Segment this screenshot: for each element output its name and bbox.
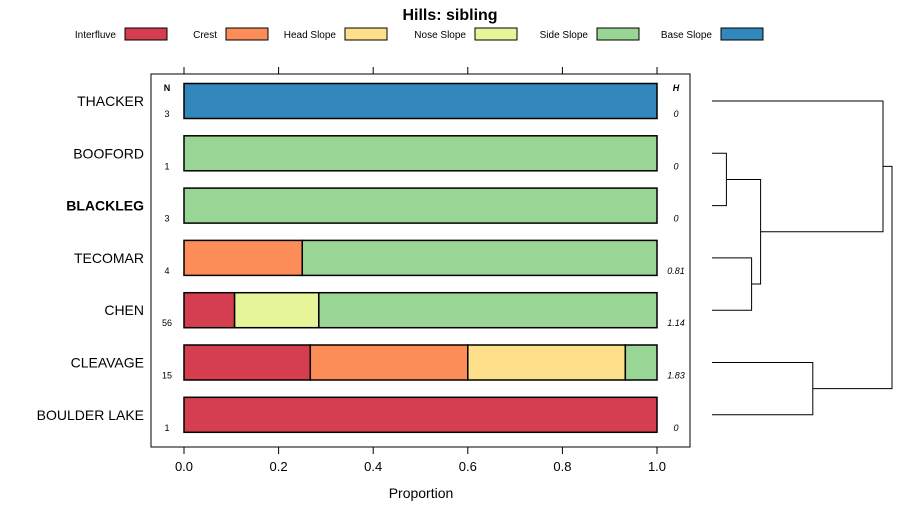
bar-segment xyxy=(183,187,658,224)
legend-label: Head Slope xyxy=(284,30,337,41)
legend-swatch xyxy=(124,27,168,41)
n-value: 1 xyxy=(164,161,169,171)
legend-swatch xyxy=(344,27,388,41)
x-tick-label: 1.0 xyxy=(648,459,666,474)
dendrogram-branch xyxy=(726,178,762,285)
n-value: 15 xyxy=(162,371,172,381)
bar-segment xyxy=(467,344,627,381)
dendrogram-branch xyxy=(712,152,727,207)
dendrogram-branch xyxy=(812,165,893,390)
plot-frame xyxy=(150,73,691,448)
h-value: 0.81 xyxy=(667,266,685,276)
bar-segment xyxy=(309,344,469,381)
n-column-header: N xyxy=(164,83,171,93)
bar-segment xyxy=(624,344,658,381)
x-axis: 0.0 0.2 0.4 0.6 0.8 1.0 xyxy=(175,67,666,474)
chart-title: Hills: sibling xyxy=(402,7,497,24)
x-tick-label: 0.4 xyxy=(364,459,382,474)
legend-swatch xyxy=(596,27,640,41)
h-value: 0 xyxy=(673,214,678,224)
bars-group: 3 0 1 0 3 0 4 0.81 56 1.14 15 1.83 1 0 xyxy=(162,82,685,434)
row-label: BLACKLEG xyxy=(66,198,144,214)
n-value: 3 xyxy=(164,214,169,224)
dendrogram xyxy=(712,100,893,416)
dendrogram-branch xyxy=(712,100,884,233)
h-value: 1.14 xyxy=(667,318,685,328)
legend: Interfluve Crest Head Slope Nose Slope Side … xyxy=(75,27,764,41)
legend-label: Nose Slope xyxy=(414,30,466,41)
n-value: 4 xyxy=(164,266,169,276)
legend-label: Base Slope xyxy=(661,30,713,41)
bar-segment xyxy=(183,344,312,381)
h-column-header: H xyxy=(673,83,680,93)
bar-segment xyxy=(301,239,658,277)
n-value: 56 xyxy=(162,318,172,328)
dendrogram-branch xyxy=(712,257,753,311)
bar-segment xyxy=(233,291,320,329)
row-label: THACKER xyxy=(77,93,144,109)
bar-segment xyxy=(183,239,303,277)
bar-segment xyxy=(183,135,658,172)
row-label: CLEAVAGE xyxy=(71,355,144,371)
legend-swatch xyxy=(225,27,269,41)
row-label: BOULDER LAKE xyxy=(37,407,144,423)
row-labels: THACKER BOOFORD BLACKLEG TECOMAR CHEN CLEAVAG… xyxy=(37,93,144,423)
row-label: CHEN xyxy=(104,302,144,318)
legend-label: Interfluve xyxy=(75,30,117,41)
h-value: 0 xyxy=(673,109,678,119)
bar-segment xyxy=(183,291,236,329)
x-tick-label: 0.0 xyxy=(175,459,193,474)
bar-segment xyxy=(183,82,658,120)
bar-segment xyxy=(318,291,658,329)
n-value: 3 xyxy=(164,109,169,119)
h-value: 0 xyxy=(673,423,678,433)
bar-segment xyxy=(183,396,658,434)
legend-label: Crest xyxy=(193,30,217,41)
x-tick-label: 0.2 xyxy=(270,459,288,474)
legend-label: Side Slope xyxy=(540,30,589,41)
legend-swatch xyxy=(720,27,764,41)
n-value: 1 xyxy=(164,423,169,433)
h-value: 1.83 xyxy=(667,371,685,381)
dendrogram-branch xyxy=(712,362,814,416)
x-tick-label: 0.8 xyxy=(553,459,571,474)
legend-swatch xyxy=(474,27,518,41)
x-axis-label: Proportion xyxy=(389,485,454,501)
h-value: 0 xyxy=(673,161,678,171)
row-label: BOOFORD xyxy=(73,145,144,161)
x-tick-label: 0.6 xyxy=(459,459,477,474)
row-label: TECOMAR xyxy=(74,250,144,266)
